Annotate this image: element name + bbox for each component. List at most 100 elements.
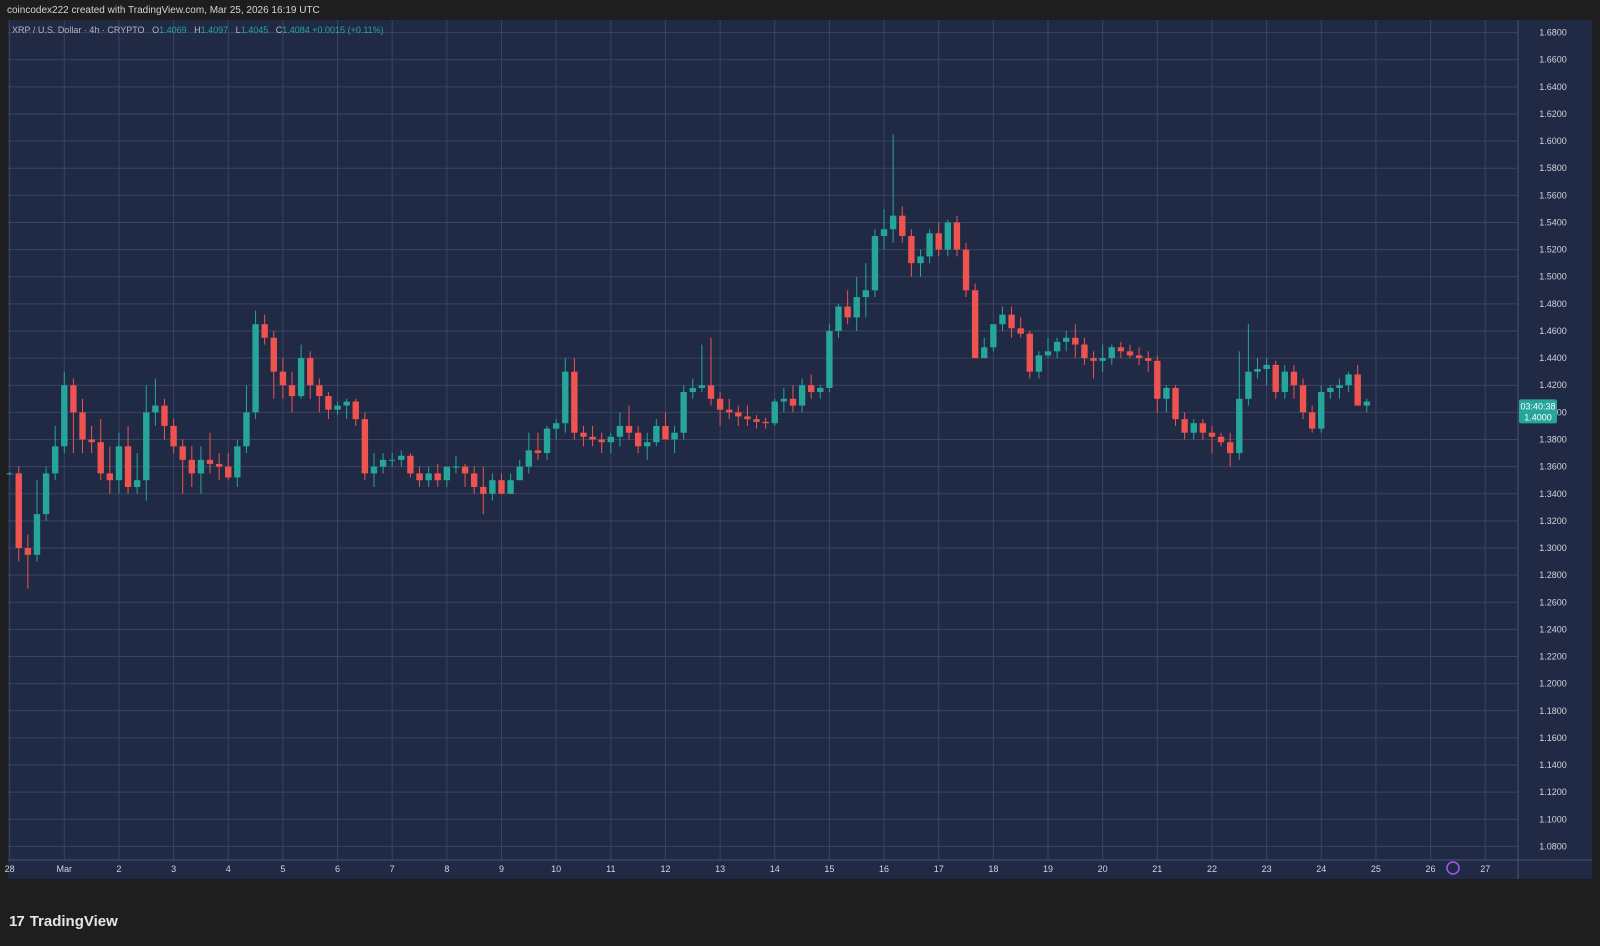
open-value: 1.4069 <box>159 25 187 35</box>
candle-up <box>452 466 460 468</box>
date-tick-label: Mar <box>57 864 73 874</box>
candle-down <box>726 409 733 413</box>
date-tick-label: 28 <box>5 864 15 874</box>
candle-up <box>33 514 41 555</box>
candle-up <box>944 222 951 250</box>
candle-up <box>152 405 159 413</box>
candle-down <box>753 419 760 422</box>
tradingview-logo-icon: 17 <box>9 912 25 930</box>
candle-up <box>926 233 933 257</box>
last-price-value: 1.4000 <box>1524 412 1552 422</box>
date-tick-label: 22 <box>1207 864 1217 874</box>
candle-up <box>1345 374 1352 386</box>
candle-down <box>844 306 851 318</box>
candle-up <box>370 466 378 474</box>
candle-up <box>525 450 533 467</box>
candle-down <box>707 385 715 399</box>
candle-down <box>361 419 369 474</box>
candle-down <box>325 396 332 410</box>
candle-down <box>161 405 168 426</box>
price-tick-label: 1.6200 <box>1539 109 1567 119</box>
price-tick-label: 1.6600 <box>1539 55 1567 65</box>
symbol-title: XRP / U.S. Dollar · 4h · CRYPTO <box>12 25 145 35</box>
candle-up <box>644 442 651 447</box>
candle-down <box>1199 423 1207 433</box>
candle-down <box>270 337 277 372</box>
candle-down <box>170 425 177 447</box>
candle-up <box>990 324 997 348</box>
candle-down <box>1217 436 1225 443</box>
price-tick-label: 1.2600 <box>1539 597 1567 607</box>
candle-down <box>88 439 95 443</box>
candle-up <box>607 436 614 443</box>
tradingview-logo[interactable]: 17 TradingView <box>9 912 118 930</box>
price-tick-label: 1.6800 <box>1539 28 1567 38</box>
price-tick-label: 1.3600 <box>1539 462 1567 472</box>
price-tick-label: 1.5800 <box>1539 163 1567 173</box>
candle-up <box>917 256 924 264</box>
candle-up <box>1336 385 1343 388</box>
date-tick-label: 19 <box>1043 864 1053 874</box>
candle-down <box>79 412 86 440</box>
last-price-tag: 03:40:381.4000 <box>1446 399 1557 875</box>
candle-up <box>133 480 141 487</box>
high-label: H <box>194 25 201 35</box>
price-tick-label: 1.3000 <box>1539 543 1567 553</box>
candle-up <box>671 432 678 440</box>
date-tick-label: 16 <box>879 864 889 874</box>
candle-down <box>461 466 469 474</box>
candle-down <box>1008 314 1015 329</box>
candle-down <box>762 421 769 424</box>
candle-down <box>935 233 942 250</box>
date-tick-label: 20 <box>1098 864 1108 874</box>
date-tick-label: 5 <box>280 864 285 874</box>
candle-down <box>434 473 441 481</box>
last-price-countdown: 03:40:38 <box>1520 401 1555 411</box>
price-tick-label: 1.6000 <box>1539 136 1567 146</box>
price-tick-label: 1.4600 <box>1539 326 1567 336</box>
candle-up <box>780 398 788 402</box>
date-tick-label: 10 <box>551 864 561 874</box>
candle-down <box>634 432 642 447</box>
event-marker-icon <box>1446 861 1460 875</box>
price-tick-label: 1.3400 <box>1539 489 1567 499</box>
candle-up <box>507 480 514 494</box>
close-value: 1.4084 <box>282 25 310 35</box>
candle-down <box>24 548 32 555</box>
candle-up <box>552 423 560 429</box>
candle-up <box>880 229 888 237</box>
last-price-box <box>1519 399 1557 424</box>
candle-down <box>716 398 724 410</box>
price-tick-label: 1.1800 <box>1539 706 1567 716</box>
tradingview-brand-text: TradingView <box>29 912 118 930</box>
candle-up <box>1190 423 1197 433</box>
price-tick-label: 1.1600 <box>1539 733 1567 743</box>
candle-up <box>489 480 496 494</box>
candle-up <box>234 446 241 478</box>
time-axis[interactable]: 28 Mar 2 3 4 5 6 7 8 9 10 11 12 13 14 15 16 17 18 19 20 21 22 2… <box>5 864 1491 874</box>
date-tick-label: 2 <box>116 864 121 874</box>
candle-up <box>1363 401 1370 406</box>
candle-down <box>662 425 669 440</box>
candle-down <box>352 401 359 420</box>
attribution-bar: coincodex222 created with TradingView.co… <box>0 0 1600 20</box>
candle-up <box>862 290 870 298</box>
candle-down <box>735 412 742 417</box>
candle-up <box>1327 387 1334 393</box>
candle-up <box>543 428 551 454</box>
candle-up <box>197 459 205 474</box>
price-tick-label: 1.4800 <box>1539 299 1567 309</box>
candle-down <box>971 290 979 359</box>
date-tick-label: 17 <box>934 864 944 874</box>
date-tick-label: 7 <box>390 864 395 874</box>
candle-up <box>443 466 451 481</box>
candle-down <box>1208 432 1216 437</box>
candle-up <box>343 401 350 406</box>
candle-down <box>1026 333 1033 372</box>
date-tick-label: 6 <box>335 864 340 874</box>
low-value: 1.4045 <box>240 25 269 35</box>
date-tick-label: 11 <box>606 864 615 874</box>
candle-up <box>398 455 405 460</box>
